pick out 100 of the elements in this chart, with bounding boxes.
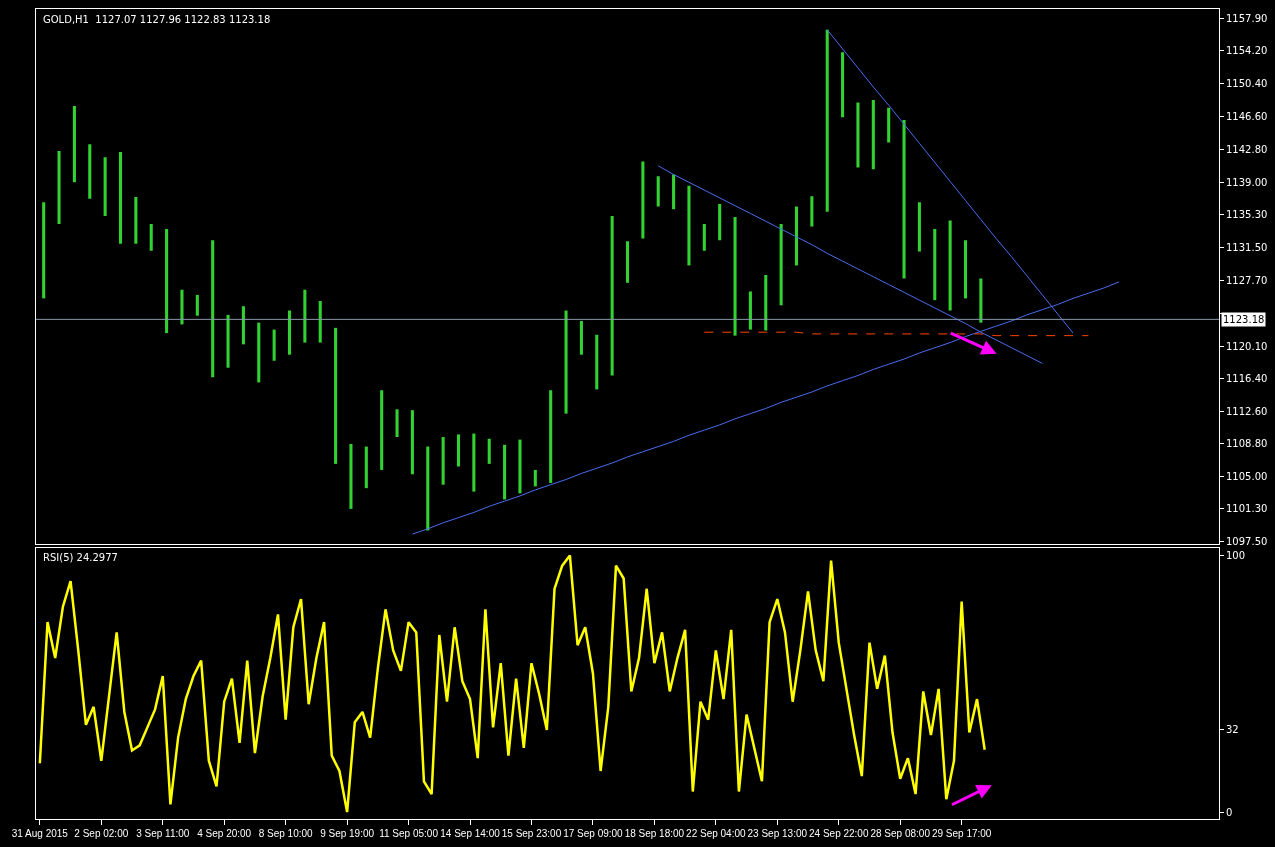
bar: [380, 390, 384, 470]
bar: [118, 151, 123, 244]
x-tick-label: 15 Sep 23:00: [501, 828, 562, 839]
bar: [841, 52, 845, 118]
x-tick-label: 28 Sep 08:00: [870, 828, 931, 839]
bar: [318, 300, 322, 343]
bar: [933, 229, 937, 301]
bar: [349, 443, 353, 509]
y-tick-label: 1146.60: [1226, 110, 1268, 122]
bar: [487, 438, 491, 464]
bar: [165, 229, 169, 334]
x-tick-label: 11 Sep 05:00: [379, 828, 439, 839]
x-tick-label: 24 Sep 22:00: [809, 828, 869, 839]
bar: [395, 409, 399, 438]
bar: [963, 240, 968, 299]
bar: [579, 320, 583, 355]
bar: [656, 176, 660, 207]
bar: [564, 310, 568, 414]
bar: [57, 151, 61, 224]
bar: [702, 223, 706, 251]
y-tick-label: 1120.10: [1226, 340, 1268, 352]
bar: [902, 119, 906, 279]
x-tick-label: 8 Sep 10:00: [258, 828, 314, 839]
y-tick-label: 1131.50: [1226, 241, 1268, 253]
y-tick-label: 100: [1226, 549, 1246, 561]
bar: [72, 106, 76, 183]
bar: [595, 334, 599, 390]
text: GOLD,H1 1127.07 1127.96 1122.83 1123.18: [43, 14, 271, 25]
bar: [42, 202, 46, 299]
y-tick-label: 1150.40: [1226, 78, 1268, 90]
ref-line-label: 1123.18: [1223, 314, 1265, 325]
bar: [456, 434, 461, 467]
bar: [503, 444, 507, 500]
y-tick-label: 1101.30: [1226, 503, 1268, 515]
y-tick-label: 1127.70: [1226, 274, 1268, 286]
bar: [103, 157, 107, 217]
bar: [887, 107, 891, 143]
x-tick-label: 31 Aug 2015: [11, 828, 69, 839]
bar: [641, 161, 645, 239]
bar: [764, 275, 768, 331]
y-tick-label: 0: [1226, 806, 1233, 818]
y-tick-label: 1108.80: [1226, 438, 1268, 450]
x-tick-label: 29 Sep 17:00: [931, 828, 992, 839]
bar: [672, 174, 676, 210]
line-series: [38, 554, 986, 814]
bar: [625, 241, 630, 283]
bar: [733, 216, 737, 336]
chart-title: RSI(5) 24.2977: [43, 552, 118, 563]
y-tick-label: 1139.00: [1226, 176, 1268, 188]
bar: [549, 390, 553, 483]
bar: [917, 202, 921, 252]
bar: [779, 223, 783, 306]
bar: [810, 196, 814, 227]
bar: [241, 306, 245, 345]
y-tick-label: 1135.30: [1226, 208, 1268, 220]
bar: [856, 102, 860, 168]
bar: [441, 437, 445, 485]
x-tick-label: 14 Sep 14:00: [440, 828, 501, 839]
bar: [871, 99, 875, 170]
bar: [149, 223, 153, 251]
bar: [748, 291, 752, 330]
bar: [687, 185, 691, 266]
x-tick-label: 22 Sep 04:00: [686, 828, 747, 839]
bar: [364, 446, 368, 489]
bar: [718, 203, 722, 241]
bar: [195, 294, 199, 316]
y-tick-label: 1105.00: [1226, 471, 1268, 483]
x-tick-label: 9 Sep 19:00: [320, 828, 375, 839]
bar: [825, 29, 829, 212]
bar: [287, 310, 292, 355]
x-tick-label: 4 Sep 20:00: [197, 828, 252, 839]
y-tick-label: 1116.40: [1226, 372, 1268, 384]
x-tick-label: 23 Sep 13:00: [747, 828, 808, 839]
bar: [518, 439, 522, 494]
y-tick-label: 32: [1226, 724, 1239, 736]
bar: [272, 329, 276, 361]
bar: [794, 206, 799, 266]
y-tick-label: 1097.50: [1226, 536, 1268, 548]
bar: [226, 314, 230, 368]
bar: [211, 240, 215, 378]
bar: [88, 144, 92, 199]
bar: [948, 220, 952, 311]
bar: [180, 289, 184, 325]
bar: [533, 469, 537, 487]
bar: [610, 216, 614, 376]
bar: [334, 327, 338, 464]
bar: [410, 410, 414, 475]
bar: [472, 433, 476, 492]
y-tick-label: 1142.80: [1226, 143, 1268, 155]
bar: [979, 278, 983, 323]
x-tick-label: 18 Sep 18:00: [624, 828, 685, 839]
y-tick-label: 1157.90: [1226, 13, 1268, 25]
bar: [303, 289, 307, 343]
x-tick-label: 2 Sep 02:00: [74, 828, 129, 839]
x-tick-label: 17 Sep 09:00: [563, 828, 624, 839]
bar: [257, 322, 261, 383]
y-tick-label: 1112.60: [1226, 405, 1268, 417]
bar: [134, 197, 138, 244]
x-tick-label: 3 Sep 11:00: [136, 828, 190, 839]
y-tick-label: 1154.20: [1226, 45, 1268, 57]
